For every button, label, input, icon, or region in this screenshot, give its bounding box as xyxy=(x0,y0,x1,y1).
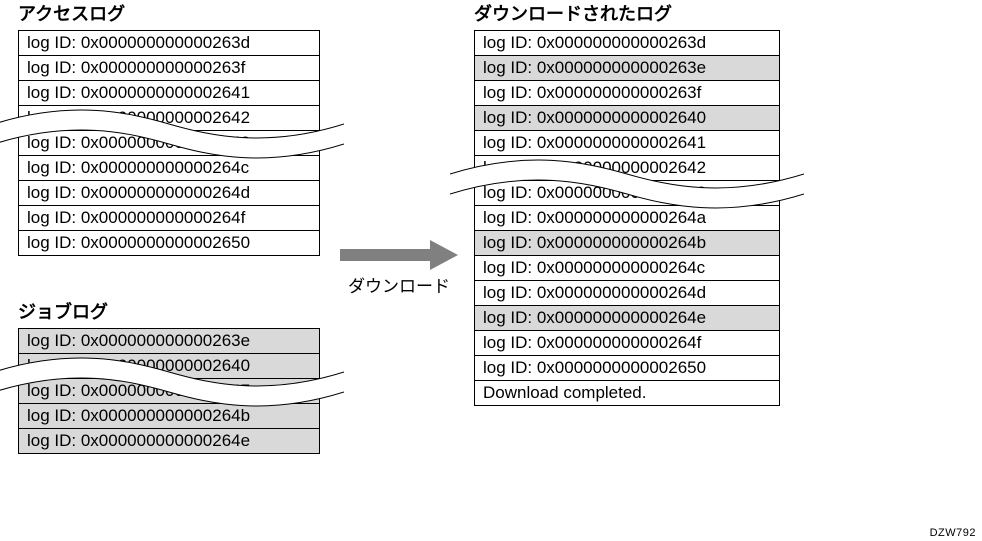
log-row: log ID: 0x0000000000002648 xyxy=(475,181,780,206)
log-row: log ID: 0x000000000000263e xyxy=(19,329,320,354)
log-row: log ID: 0x000000000000263d xyxy=(475,31,780,56)
log-row: log ID: 0x000000000000264c xyxy=(475,256,780,281)
log-row: log ID: 0x000000000000263f xyxy=(475,81,780,106)
log-row: log ID: 0x000000000000264d xyxy=(475,281,780,306)
downloaded-log-heading: ダウンロードされたログ xyxy=(474,0,780,26)
log-row: log ID: 0x000000000000264f xyxy=(19,206,320,231)
document-id: DZW792 xyxy=(930,527,976,539)
log-row: log ID: 0x000000000000263e xyxy=(475,56,780,81)
job-log-block: ジョブログ log ID: 0x000000000000263elog ID: … xyxy=(18,298,320,454)
access-log-table: log ID: 0x000000000000263dlog ID: 0x0000… xyxy=(18,30,320,256)
log-row: log ID: 0x000000000000263d xyxy=(19,31,320,56)
log-row: log ID: 0x0000000000002648 xyxy=(19,131,320,156)
log-row: log ID: 0x000000000000264b xyxy=(475,231,780,256)
downloaded-log-block: ダウンロードされたログ log ID: 0x000000000000263dlo… xyxy=(474,0,780,406)
access-log-block: アクセスログ log ID: 0x000000000000263dlog ID:… xyxy=(18,0,320,256)
log-row: log ID: 0x000000000000264b xyxy=(19,404,320,429)
log-row: log ID: 0x000000000000264e xyxy=(19,429,320,454)
log-row: log ID: 0x000000000000264a xyxy=(475,206,780,231)
downloaded-log-table: log ID: 0x000000000000263dlog ID: 0x0000… xyxy=(474,30,780,406)
arrow-label: ダウンロード xyxy=(348,272,450,297)
job-log-table: log ID: 0x000000000000263elog ID: 0x0000… xyxy=(18,328,320,454)
download-arrow: ダウンロード xyxy=(340,240,458,297)
access-log-heading: アクセスログ xyxy=(18,0,320,26)
log-row: log ID: 0x0000000000002641 xyxy=(475,131,780,156)
log-row: log ID: 0x0000000000002642 xyxy=(475,156,780,181)
log-row: log ID: 0x0000000000002650 xyxy=(475,356,780,381)
log-row: log ID: 0x0000000000002650 xyxy=(19,231,320,256)
log-row: log ID: 0x000000000000264d xyxy=(19,181,320,206)
log-row: Download completed. xyxy=(475,381,780,406)
log-row: log ID: 0x0000000000002647 xyxy=(19,379,320,404)
log-row: log ID: 0x0000000000002640 xyxy=(19,354,320,379)
log-row: log ID: 0x0000000000002640 xyxy=(475,106,780,131)
log-row: log ID: 0x000000000000264f xyxy=(475,331,780,356)
arrow-right-icon xyxy=(340,240,458,270)
log-row: log ID: 0x000000000000264e xyxy=(475,306,780,331)
log-row: log ID: 0x000000000000264c xyxy=(19,156,320,181)
log-row: log ID: 0x000000000000263f xyxy=(19,56,320,81)
job-log-heading: ジョブログ xyxy=(18,298,320,324)
log-row: log ID: 0x0000000000002641 xyxy=(19,81,320,106)
log-row: log ID: 0x0000000000002642 xyxy=(19,106,320,131)
